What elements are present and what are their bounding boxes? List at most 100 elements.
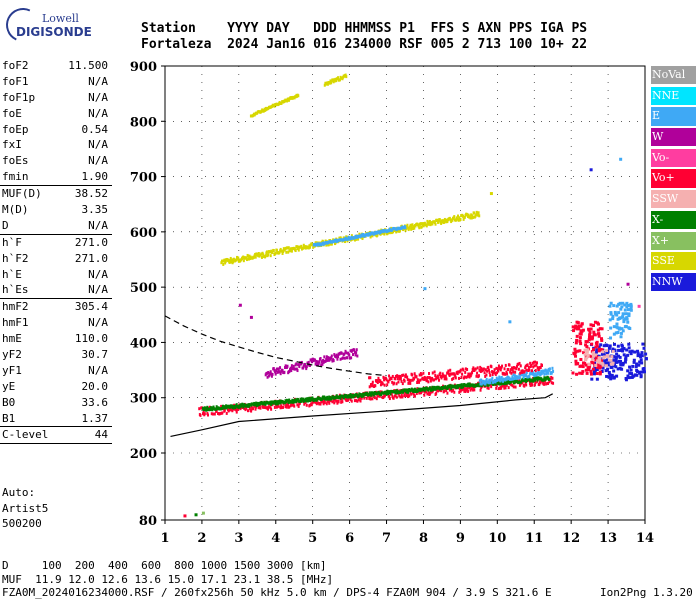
echo-point: [588, 333, 592, 337]
echo-point: [629, 308, 633, 312]
echo-point: [531, 383, 534, 387]
echo-point: [617, 348, 621, 352]
echo-point: [600, 327, 604, 331]
echo-point: [426, 219, 429, 223]
echo-point: [609, 326, 613, 330]
echo-point: [458, 216, 461, 220]
echo-point: [357, 237, 360, 241]
echo-point: [581, 370, 585, 374]
echo-point: [405, 394, 408, 398]
echo-point: [230, 408, 233, 412]
echo-point: [369, 235, 372, 239]
param-name: foF1p: [2, 90, 36, 104]
echo-point: [225, 404, 228, 408]
echo-point: [457, 385, 460, 389]
echo-point: [470, 387, 473, 391]
echo-point: [279, 406, 282, 410]
echo-point: [409, 391, 412, 395]
echo-point: [267, 405, 270, 409]
echo-point: [330, 242, 333, 246]
echo-point: [275, 369, 278, 373]
echo-point: [285, 250, 288, 254]
echo-point: [287, 403, 290, 407]
echo-point: [403, 394, 406, 398]
echo-point: [625, 301, 629, 305]
echo-point: [451, 377, 454, 381]
echo-point: [626, 312, 630, 316]
echo-point: [208, 405, 211, 409]
echo-point: [500, 366, 503, 370]
echo-point: [477, 211, 480, 215]
echo-point: [574, 362, 578, 366]
echo-point: [296, 247, 299, 251]
param-row: hmF2 305.4: [0, 298, 112, 315]
param-row: MUF(D) 38.52: [0, 185, 112, 202]
echo-point: [544, 368, 547, 372]
echo-point: [270, 407, 273, 411]
echo-point: [282, 405, 285, 409]
echo-point: [420, 225, 423, 229]
echo-point: [357, 394, 360, 398]
echo-point: [499, 368, 502, 372]
echo-point: [616, 331, 620, 335]
echo-point: [307, 360, 310, 364]
echo-point: [343, 356, 346, 360]
echo-point: [463, 389, 466, 393]
echo-point: [599, 361, 603, 365]
echo-point: [622, 353, 626, 357]
echo-point: [540, 372, 543, 376]
param-name: foEp: [2, 122, 29, 136]
echo-point: [611, 317, 615, 321]
echo-point: [578, 349, 582, 353]
echo-point: [335, 353, 338, 357]
y-tick-label: 900: [130, 60, 157, 75]
echo-point: [323, 355, 326, 359]
echo-point: [599, 365, 603, 369]
echo-point: [313, 358, 316, 362]
echo-point: [446, 220, 449, 224]
param-value: 20.0: [81, 379, 109, 393]
echo-point: [575, 320, 579, 324]
echo-point: [615, 360, 619, 364]
echo-point: [499, 366, 502, 370]
echo-point: [488, 370, 491, 374]
echo-point: [288, 369, 291, 373]
echo-point: [451, 372, 454, 376]
echo-point: [273, 368, 276, 372]
echo-point: [251, 407, 254, 411]
echo-point: [212, 405, 215, 409]
echo-point: [215, 405, 218, 409]
echo-point: [247, 257, 250, 261]
echo-point: [363, 396, 366, 400]
echo-point: [372, 393, 375, 397]
echo-point: [309, 399, 312, 403]
x-tick-label: 14: [636, 531, 654, 546]
echo-point: [388, 231, 391, 235]
echo-point: [511, 366, 514, 370]
echo-point: [333, 401, 336, 405]
echo-point: [508, 363, 511, 367]
echo-point: [614, 331, 618, 335]
param-row: yE 20.0: [0, 379, 112, 395]
echo-point: [462, 385, 465, 389]
echo-point: [574, 341, 578, 345]
version-label: Ion2Png 1.3.20: [600, 586, 693, 599]
echo-point: [591, 352, 595, 356]
legend-item: SSE: [651, 252, 696, 271]
echo-point: [614, 355, 618, 359]
echo-point: [504, 363, 507, 367]
echo-point: [415, 375, 418, 379]
echo-point: [592, 330, 596, 334]
echo-point: [348, 353, 351, 357]
echo-point: [585, 356, 589, 360]
echo-point: [353, 236, 356, 240]
echo-point: [234, 406, 237, 410]
echo-point: [349, 349, 352, 353]
echo-point: [418, 380, 421, 384]
echo-point: [467, 373, 470, 377]
echo-point: [305, 399, 308, 403]
echo-point: [542, 378, 545, 382]
echo-point: [467, 389, 470, 393]
echo-point: [320, 360, 323, 364]
